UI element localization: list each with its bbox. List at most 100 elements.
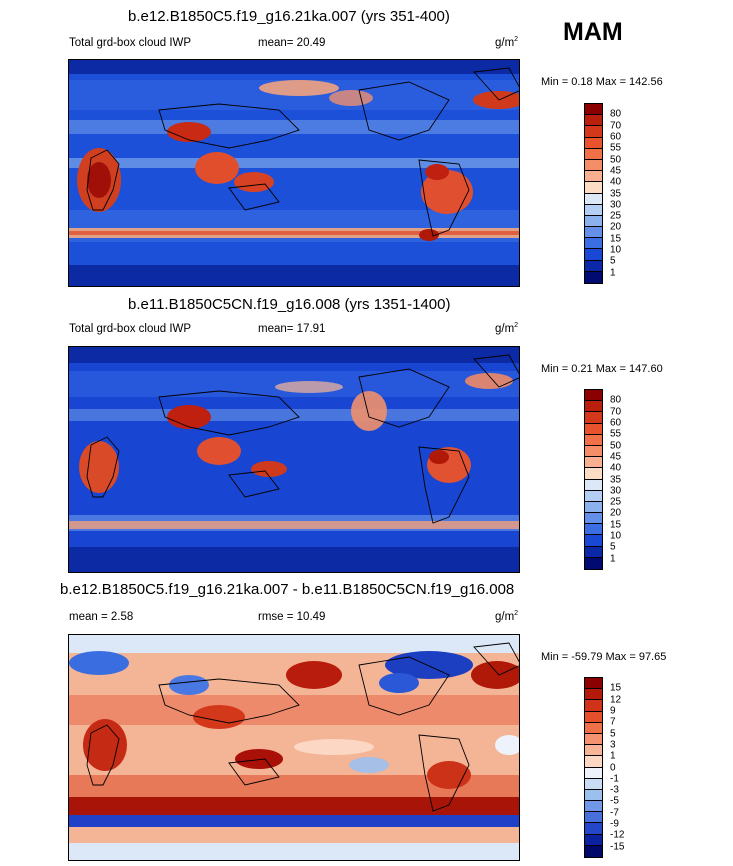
colorbar-tick-label: 30: [610, 485, 622, 497]
panel-2-units: g/m2: [495, 322, 518, 335]
colorbar-tick-label: 45: [610, 165, 622, 177]
colorbar-tick-label: 35: [610, 188, 622, 199]
colorbar-tick-label: 5: [610, 728, 616, 740]
colorbar-segment: [585, 227, 602, 239]
colorbar-segment: [585, 789, 602, 802]
colorbar-segment: [585, 137, 602, 149]
colorbar-tick-label: 30: [610, 199, 622, 211]
panel-3-colorbar: [584, 677, 603, 858]
colorbar-tick-label: -12: [610, 829, 625, 841]
colorbar-tick-label: 45: [610, 451, 622, 463]
colorbar-segment: [585, 249, 602, 261]
panel-3-minmax: Min = -59.79 Max = 97.65: [541, 651, 667, 663]
colorbar-segment: [585, 271, 602, 283]
panel-2-mean-label: mean= 17.91: [258, 323, 326, 335]
colorbar-segment: [585, 457, 602, 469]
colorbar-tick-label: 55: [610, 428, 622, 440]
colorbar-segment: [585, 767, 602, 779]
colorbar-segment: [585, 171, 602, 183]
colorbar-tick-label: 0: [610, 762, 616, 773]
colorbar-tick-label: 3: [610, 739, 616, 751]
colorbar-tick-label: 7: [610, 716, 616, 728]
panel-2-variable-label: Total grd-box cloud IWP: [69, 323, 192, 335]
colorbar-tick-label: 80: [610, 108, 622, 120]
colorbar-segment: [585, 501, 602, 514]
colorbar-tick-label: -15: [610, 841, 625, 853]
colorbar-segment: [585, 711, 602, 723]
colorbar-tick-label: 15: [610, 233, 622, 245]
colorbar-tick-label: 15: [610, 519, 622, 531]
panel-1-units-sup: 2: [514, 36, 519, 43]
colorbar-segment: [585, 778, 602, 790]
colorbar-tick-label: 10: [610, 530, 622, 542]
colorbar-segment: [585, 546, 602, 558]
colorbar-segment: [585, 490, 602, 502]
panel-2-title: b.e11.B1850C5CN.f19_g16.008 (yrs 1351-14…: [128, 296, 451, 313]
colorbar-segment: [585, 434, 602, 446]
colorbar-segment: [585, 535, 602, 547]
colorbar-tick-label: -9: [610, 818, 619, 830]
colorbar-segment: [585, 148, 602, 160]
colorbar-tick-label: 10: [610, 244, 622, 256]
colorbar-segment: [585, 756, 602, 768]
colorbar-tick-label: 25: [610, 496, 622, 508]
colorbar-tick-label: 25: [610, 210, 622, 222]
panel-1-units: g/m2: [495, 36, 518, 49]
colorbar-segment: [585, 401, 602, 413]
colorbar-tick-label: 20: [610, 221, 622, 233]
colorbar-segment: [585, 238, 602, 250]
colorbar-segment: [585, 812, 602, 824]
colorbar-segment: [585, 834, 602, 846]
panel-3-units: g/m2: [495, 610, 518, 623]
panel-1-minmax: Min = 0.18 Max = 142.56: [541, 76, 663, 88]
colorbar-tick-label: -5: [610, 795, 619, 807]
panel-1-map: [68, 59, 520, 287]
colorbar-segment: [585, 104, 602, 116]
colorbar-tick-label: 50: [610, 154, 622, 166]
colorbar-tick-label: 80: [610, 394, 622, 406]
colorbar-segment: [585, 524, 602, 536]
colorbar-segment: [585, 678, 602, 690]
colorbar-tick-label: -1: [610, 773, 619, 785]
colorbar-tick-label: -7: [610, 807, 619, 819]
panel-1-mean-label: mean= 20.49: [258, 37, 326, 49]
colorbar-tick-label: 15: [610, 682, 622, 694]
panel-1-colorbar: [584, 103, 603, 284]
panel-3-rmse-label: rmse = 10.49: [258, 611, 326, 623]
colorbar-tick-label: 35: [610, 474, 622, 485]
colorbar-segment: [585, 733, 602, 746]
colorbar-tick-label: 1: [610, 750, 616, 762]
panel-2-map-image: [69, 347, 519, 572]
colorbar-segment: [585, 722, 602, 734]
panel-3-mean-label: mean = 2.58: [69, 611, 134, 623]
colorbar-segment: [585, 159, 602, 172]
colorbar-tick-label: 1: [610, 553, 616, 565]
colorbar-segment: [585, 423, 602, 435]
colorbar-tick-label: 50: [610, 440, 622, 452]
colorbar-segment: [585, 823, 602, 835]
colorbar-segment: [585, 700, 602, 712]
colorbar-segment: [585, 689, 602, 701]
season-label: MAM: [563, 18, 623, 46]
colorbar-tick-label: 5: [610, 255, 616, 267]
colorbar-tick-label: 9: [610, 705, 616, 717]
panel-1-units-base: g/m: [495, 36, 515, 49]
panel-2-minmax: Min = 0.21 Max = 147.60: [541, 363, 663, 375]
colorbar-segment: [585, 204, 602, 216]
colorbar-segment: [585, 115, 602, 127]
colorbar-segment: [585, 513, 602, 525]
colorbar-tick-label: 60: [610, 417, 622, 429]
colorbar-tick-label: -3: [610, 784, 619, 796]
colorbar-tick-label: 70: [610, 406, 622, 418]
panel-3-units-sup: 2: [514, 610, 519, 617]
panel-1-title: b.e12.B1850C5.f19_g16.21ka.007 (yrs 351-…: [128, 8, 450, 25]
panel-2-units-sup: 2: [514, 322, 519, 329]
colorbar-segment: [585, 182, 602, 194]
colorbar-tick-label: 20: [610, 507, 622, 519]
colorbar-tick-label: 12: [610, 694, 622, 706]
colorbar-segment: [585, 479, 602, 491]
colorbar-segment: [585, 801, 602, 813]
colorbar-segment: [585, 390, 602, 402]
panel-3-map: [68, 634, 520, 861]
panel-1-map-image: [69, 60, 519, 286]
